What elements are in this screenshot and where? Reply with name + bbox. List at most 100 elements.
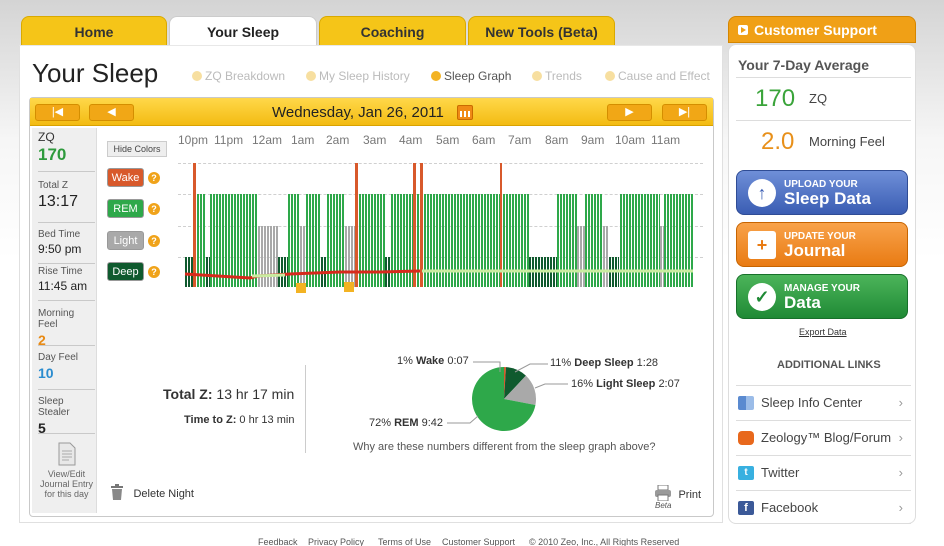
help-icon[interactable]: ? bbox=[148, 235, 160, 247]
rem-bar bbox=[667, 194, 669, 287]
event-marker-icon[interactable] bbox=[344, 282, 354, 292]
tab-coaching[interactable]: Coaching bbox=[319, 16, 466, 46]
rem-bar bbox=[436, 194, 438, 287]
pie-slice-deep bbox=[504, 367, 526, 399]
wake-bar bbox=[355, 163, 358, 287]
time: 2:07 bbox=[658, 378, 680, 390]
rem-bar bbox=[594, 194, 596, 287]
zq-stat: ZQ 170 bbox=[38, 130, 95, 172]
light-trend-line bbox=[251, 269, 693, 278]
link-label: Twitter bbox=[761, 465, 800, 480]
facebook-link[interactable]: f Facebook › bbox=[736, 490, 911, 524]
rem-bar bbox=[585, 194, 587, 287]
subnav-sleep-graph[interactable]: Sleep Graph bbox=[431, 69, 511, 83]
light-bar bbox=[264, 226, 266, 287]
event-marker-icon[interactable] bbox=[296, 283, 306, 293]
next-day-button[interactable]: ▶ bbox=[607, 104, 652, 121]
rem-bar bbox=[557, 194, 559, 287]
name: Light Sleep bbox=[596, 378, 656, 390]
journal-entry-link[interactable]: View/Edit Journal Entry for this day bbox=[38, 442, 95, 499]
help-icon[interactable]: ? bbox=[148, 172, 160, 184]
rem-bar bbox=[210, 194, 212, 287]
hour-label: 3am bbox=[363, 133, 387, 147]
zeology-blog-link[interactable]: Zeology™ Blog/Forum › bbox=[736, 420, 911, 454]
rem-bar bbox=[575, 194, 577, 287]
checkmark-icon: ✓ bbox=[748, 283, 776, 311]
subnav-cause-and-effect[interactable]: Cause and Effect bbox=[605, 69, 710, 83]
subnav-my-sleep-history[interactable]: My Sleep History bbox=[306, 69, 410, 83]
light-bar bbox=[660, 226, 662, 287]
pie-label-light: 16% Light Sleep 2:07 bbox=[571, 378, 680, 390]
chevron-right-icon: › bbox=[898, 430, 903, 445]
rem-bar bbox=[365, 194, 367, 287]
subnav-label: Sleep Graph bbox=[444, 69, 512, 83]
pct: 16% bbox=[571, 378, 594, 390]
rem-bar bbox=[403, 194, 405, 287]
footer-privacy-link[interactable]: Privacy Policy bbox=[308, 537, 365, 546]
rem-bar bbox=[469, 194, 471, 287]
day-feel-stat: Day Feel 10 bbox=[38, 352, 95, 390]
hour-label: 10am bbox=[615, 133, 646, 147]
rem-bar bbox=[203, 194, 205, 287]
last-day-button[interactable]: ▶| bbox=[662, 104, 707, 121]
tab-new-tools[interactable]: New Tools (Beta) bbox=[468, 16, 615, 46]
light-bar bbox=[583, 226, 585, 287]
hour-label: 5am bbox=[436, 133, 460, 147]
name: Wake bbox=[415, 355, 445, 367]
light-bar bbox=[348, 226, 350, 287]
subnav-trends[interactable]: Trends bbox=[532, 69, 582, 83]
export-data-link[interactable]: Export Data bbox=[799, 327, 847, 337]
light-bar bbox=[603, 226, 605, 287]
rem-bar bbox=[240, 194, 242, 287]
hide-colors-button[interactable]: Hide Colors bbox=[107, 141, 167, 157]
upload-sleep-data-button[interactable]: ↑ UPLOAD YOUR Sleep Data bbox=[736, 170, 908, 215]
calendar-icon[interactable] bbox=[457, 105, 473, 120]
total-z-summary-value: 13 hr 17 min bbox=[216, 386, 295, 402]
total-z-label: Total Z bbox=[38, 180, 69, 191]
twitter-link[interactable]: t Twitter › bbox=[736, 455, 911, 489]
manage-data-button[interactable]: ✓ MANAGE YOUR Data bbox=[736, 274, 908, 319]
first-day-button[interactable]: |◀ bbox=[35, 104, 80, 121]
rem-bar bbox=[653, 194, 655, 287]
footer-terms-link[interactable]: Terms of Use bbox=[378, 537, 432, 546]
total-z-value: 13:17 bbox=[38, 193, 79, 210]
pie-question-link[interactable]: Why are these numbers different from the… bbox=[353, 441, 656, 453]
rem-bar bbox=[518, 194, 520, 287]
rem-bar bbox=[330, 194, 332, 287]
footer-feedback-link[interactable]: Feedback bbox=[258, 537, 298, 546]
sleep-info-center-link[interactable]: Sleep Info Center › bbox=[736, 385, 911, 419]
rem-bar bbox=[493, 194, 495, 287]
rem-bar bbox=[620, 194, 622, 287]
subnav-label: Cause and Effect bbox=[618, 69, 710, 83]
help-icon[interactable]: ? bbox=[148, 266, 160, 278]
deep-bar bbox=[206, 257, 208, 287]
rem-bar bbox=[496, 194, 498, 287]
upload-small-label: UPLOAD YOUR bbox=[784, 179, 858, 190]
time-to-z-label: Time to Z: bbox=[184, 414, 237, 426]
rem-bar bbox=[635, 194, 637, 287]
update-journal-button[interactable]: + UPDATE YOUR Journal bbox=[736, 222, 908, 267]
pie-slice-rem bbox=[472, 367, 536, 431]
morning-feel-stat: Morning Feel 2 bbox=[38, 308, 95, 348]
footer-support-link[interactable]: Customer Support bbox=[442, 537, 516, 546]
help-icon[interactable]: ? bbox=[148, 203, 160, 215]
rem-bar bbox=[506, 194, 508, 287]
customer-support-button[interactable]: Customer Support bbox=[728, 16, 916, 43]
current-date: Wednesday, Jan 26, 2011 bbox=[272, 104, 444, 121]
light-bar bbox=[261, 226, 263, 287]
subnav-zq-breakdown[interactable]: ZQ Breakdown bbox=[192, 69, 285, 83]
rem-bar bbox=[475, 194, 477, 287]
rem-bar bbox=[647, 194, 649, 287]
journal-large-label: Journal bbox=[784, 241, 846, 260]
rem-bar bbox=[484, 194, 486, 287]
tab-your-sleep[interactable]: Your Sleep bbox=[169, 16, 317, 47]
journal-plus-icon: + bbox=[748, 231, 776, 259]
tab-home[interactable]: Home bbox=[21, 16, 167, 46]
prev-day-button[interactable]: ◀ bbox=[89, 104, 134, 121]
light-bar bbox=[354, 226, 355, 287]
time: 9:42 bbox=[421, 417, 444, 429]
hour-label: 7am bbox=[508, 133, 532, 147]
print-button[interactable]: Print bbox=[654, 484, 701, 503]
delete-night-button[interactable]: Delete Night bbox=[110, 484, 194, 502]
